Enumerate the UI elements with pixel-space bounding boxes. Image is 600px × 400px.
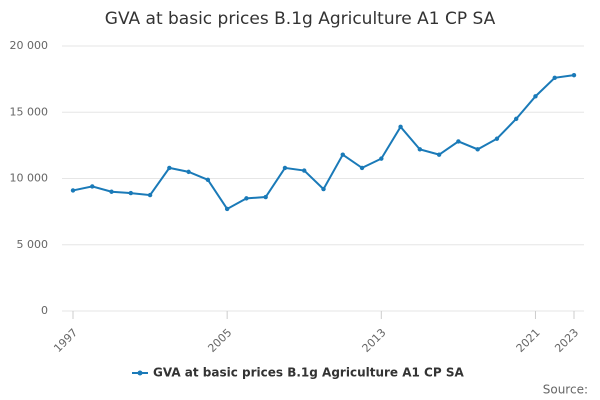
- point: [147, 192, 153, 198]
- point: [456, 139, 461, 144]
- point: [224, 206, 230, 212]
- point: [244, 196, 249, 201]
- point: [379, 156, 384, 161]
- point: [321, 186, 326, 192]
- point: [205, 177, 211, 183]
- x-tick-label: 2005: [205, 326, 234, 355]
- x-tick-label: 2021: [514, 326, 543, 355]
- y-tick-label: 0: [41, 304, 48, 317]
- x-tick-label: 1997: [51, 326, 80, 355]
- point: [109, 189, 114, 194]
- point: [417, 147, 423, 152]
- point: [398, 124, 403, 130]
- point: [359, 165, 365, 171]
- point: [70, 188, 76, 193]
- point: [282, 165, 288, 171]
- point: [302, 168, 307, 173]
- point: [552, 75, 557, 81]
- legend-marker: [137, 370, 143, 376]
- legend-label: GVA at basic prices B.1g Agriculture A1 …: [153, 366, 464, 380]
- y-tick-label: 15 000: [10, 105, 49, 118]
- y-tick-label: 10 000: [10, 172, 49, 185]
- point: [533, 94, 538, 99]
- point: [436, 152, 442, 157]
- source: Source:: [543, 383, 588, 397]
- x-tick-label: 2013: [360, 326, 389, 355]
- point: [90, 184, 95, 189]
- y-tick-label: 5 000: [17, 238, 49, 251]
- point: [513, 116, 519, 122]
- point: [475, 147, 480, 152]
- point: [340, 152, 345, 157]
- point: [494, 136, 500, 141]
- chart-title: GVA at basic prices B.1g Agriculture A1 …: [105, 9, 496, 29]
- y-tick-label: 20 000: [10, 39, 49, 52]
- x-tick-label: 2023: [552, 326, 581, 355]
- point: [128, 190, 134, 196]
- point: [571, 72, 577, 78]
- point: [186, 169, 191, 175]
- point: [167, 165, 172, 171]
- point: [263, 194, 268, 200]
